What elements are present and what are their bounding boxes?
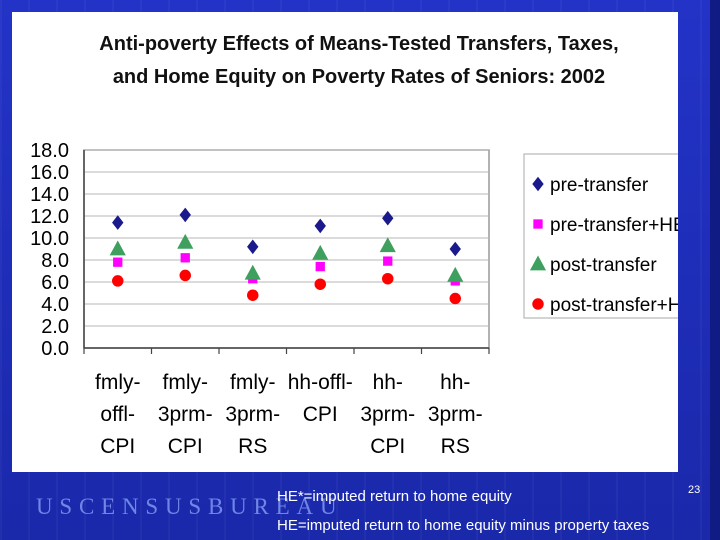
data-point-circle-4-3 xyxy=(247,289,259,301)
x-category-label-6-line-1: hh- xyxy=(440,371,470,394)
data-point-square-2-2 xyxy=(180,253,190,263)
x-category-label-5-line-1: hh- xyxy=(373,371,403,394)
data-point-circle-4-4 xyxy=(314,278,326,290)
x-category-label-3-line-3: RS xyxy=(238,435,267,458)
legend-label-3: post-transfer xyxy=(550,255,657,276)
data-point-square-2-5 xyxy=(383,256,393,266)
x-category-label-1-line-2: offl- xyxy=(100,403,135,426)
y-tick-label-8: 16.0 xyxy=(30,162,69,184)
data-point-square-2-4 xyxy=(315,261,325,272)
x-category-label-4-line-1: hh-offl- xyxy=(288,371,353,394)
data-point-circle-4-1 xyxy=(112,275,124,287)
x-category-label-2-line-1: fmly- xyxy=(163,371,209,394)
legend-marker-2 xyxy=(533,219,543,229)
data-point-triangle-3-4 xyxy=(312,244,329,260)
y-tick-label-2: 4.0 xyxy=(41,294,69,316)
x-category-label-6-line-2: 3prm- xyxy=(428,403,483,426)
legend-marker-4 xyxy=(532,298,544,310)
data-point-diamond-1-1 xyxy=(112,215,124,230)
legend-label-2: pre-transfer+HE* xyxy=(550,215,678,236)
data-point-triangle-3-5 xyxy=(379,237,396,253)
he-star-definition: HE*=imputed return to home equity xyxy=(277,488,512,505)
slide-number: 23 xyxy=(688,484,701,496)
x-category-label-3-line-1: fmly- xyxy=(230,371,276,394)
y-tick-label-9: 18.0 xyxy=(30,140,69,162)
legend-label-1: pre-transfer xyxy=(550,175,649,196)
data-point-circle-4-6 xyxy=(449,292,461,305)
data-point-diamond-1-3 xyxy=(247,239,259,255)
data-point-triangle-3-1 xyxy=(109,240,126,256)
x-category-label-3-line-2: 3prm- xyxy=(225,403,280,426)
x-category-label-6-line-3: RS xyxy=(441,435,470,458)
y-tick-label-4: 8.0 xyxy=(41,250,69,272)
y-tick-label-6: 12.0 xyxy=(30,206,69,228)
right-edge-band xyxy=(710,0,720,540)
legend-marker-1 xyxy=(532,176,544,192)
x-category-label-2-line-3: CPI xyxy=(168,435,203,458)
poverty-rate-chart: Anti-poverty Effects of Means-Tested Tra… xyxy=(30,33,678,458)
y-tick-label-3: 6.0 xyxy=(41,272,69,294)
x-category-label-5-line-3: CPI xyxy=(370,435,405,458)
y-tick-label-0: 0.0 xyxy=(41,338,69,360)
census-bureau-logo: USCENSUSBUREAU xyxy=(36,494,344,519)
chart-title-line-2: and Home Equity on Poverty Rates of Seni… xyxy=(113,66,605,88)
legend-box xyxy=(523,153,678,319)
y-tick-label-1: 2.0 xyxy=(41,316,69,338)
data-point-triangle-3-6 xyxy=(447,266,464,282)
data-point-square-2-1 xyxy=(113,257,123,267)
plot-area xyxy=(83,149,490,349)
data-point-triangle-3-2 xyxy=(177,233,194,249)
x-category-label-1-line-3: CPI xyxy=(100,435,135,458)
y-tick-label-7: 14.0 xyxy=(30,184,69,206)
data-point-diamond-1-2 xyxy=(179,207,191,223)
data-point-diamond-1-5 xyxy=(382,210,394,226)
chart-title-line-1: Anti-poverty Effects of Means-Tested Tra… xyxy=(99,33,618,55)
legend-marker-3 xyxy=(529,255,547,271)
x-category-label-2-line-2: 3prm- xyxy=(158,403,213,426)
data-point-diamond-1-4 xyxy=(314,218,326,234)
data-point-circle-4-5 xyxy=(382,272,394,285)
chart-panel: Anti-poverty Effects of Means-Tested Tra… xyxy=(12,12,678,472)
y-tick-label-5: 10.0 xyxy=(30,228,69,250)
data-point-circle-4-2 xyxy=(179,269,191,282)
legend-label-4: post-transfer+HE xyxy=(550,295,678,316)
x-category-label-4-line-2: CPI xyxy=(303,403,338,426)
data-point-triangle-3-3 xyxy=(244,264,261,280)
he-definition: HE=imputed return to home equity minus p… xyxy=(277,517,650,534)
data-point-diamond-1-6 xyxy=(449,241,461,257)
x-category-label-5-line-2: 3prm- xyxy=(360,403,415,426)
x-category-label-1-line-1: fmly- xyxy=(95,371,141,394)
